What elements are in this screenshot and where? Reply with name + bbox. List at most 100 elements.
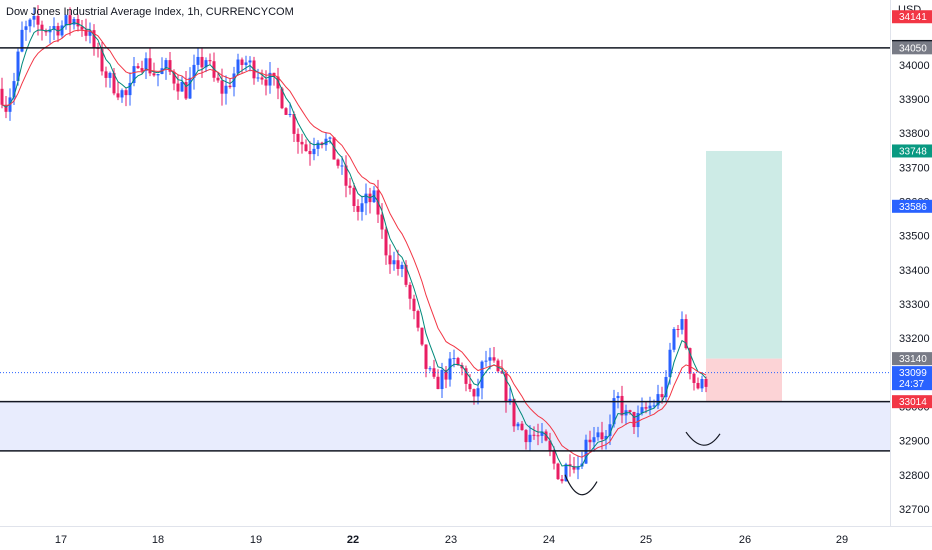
candle-body [468, 383, 472, 390]
chart-title: Dow Jones Industrial Average Index, 1h, … [6, 6, 294, 18]
candle-body [236, 59, 240, 74]
candle-body [36, 16, 40, 25]
candle-body [20, 29, 24, 52]
candle-body [144, 58, 148, 71]
candle-body [412, 298, 416, 312]
candle-body [420, 327, 424, 345]
y-tick-label: 32700 [899, 504, 930, 516]
x-tick-label: 17 [55, 534, 67, 546]
candle-body [552, 450, 556, 464]
candle-body [680, 319, 684, 330]
candle-body [308, 151, 312, 155]
support-zone [0, 401, 890, 451]
candle-body [528, 434, 532, 443]
candle-body [260, 77, 264, 80]
candle-body [520, 423, 524, 431]
x-tick-label: 22 [347, 534, 359, 546]
candle-body [208, 60, 212, 62]
candle-body [436, 376, 440, 390]
candle-body [392, 260, 396, 265]
candle-body [156, 73, 160, 76]
price-badge-label: 33748 [899, 146, 927, 157]
candle-body [600, 432, 604, 440]
candle-body [512, 398, 516, 427]
price-badge [892, 366, 932, 391]
candle-body [300, 141, 304, 145]
candle-body [140, 68, 144, 71]
candle-body [416, 311, 420, 328]
candle-body [108, 72, 112, 78]
candle-body [588, 439, 592, 443]
candle-body [116, 93, 120, 98]
candle-body [572, 466, 576, 470]
candle-body [304, 144, 308, 152]
price-badge [892, 395, 932, 409]
candle-body [672, 329, 676, 350]
y-tick-label: 33200 [899, 333, 930, 345]
candle-body [660, 394, 664, 398]
candle-body [524, 430, 528, 443]
candle-body [560, 479, 564, 482]
candle-body [384, 229, 388, 256]
candle-body [684, 319, 688, 349]
candle-body [340, 165, 344, 167]
price-badge-label: 33099 [899, 368, 927, 379]
candle-body [596, 432, 600, 438]
x-tick-label: 26 [739, 534, 751, 546]
candle-body [688, 348, 692, 374]
candle-body [564, 464, 568, 482]
candle-body [136, 66, 140, 69]
y-tick-label: 32900 [899, 436, 930, 448]
candle-body [504, 373, 508, 402]
price-badge [892, 10, 932, 24]
y-tick-label: 32800 [899, 470, 930, 482]
price-badge-label: 34141 [899, 12, 927, 23]
candle-body [120, 90, 124, 98]
x-tick-label: 25 [640, 534, 652, 546]
candle-body [652, 405, 656, 407]
candle-body [548, 440, 552, 451]
candle-body [92, 30, 96, 48]
price-badge-label: 33140 [899, 354, 927, 365]
stop-zone [706, 358, 782, 402]
candle-body [668, 349, 672, 377]
candle-body [64, 15, 68, 26]
candle-body [640, 407, 644, 414]
candle-body [352, 187, 356, 207]
candle-body [452, 358, 456, 360]
candle-body [540, 431, 544, 436]
candle-body [692, 373, 696, 383]
candle-body [396, 260, 400, 269]
candle-body [336, 159, 340, 166]
candle-body [696, 382, 700, 389]
candle-body [648, 405, 652, 409]
candle-body [592, 437, 596, 443]
candle-body [12, 81, 16, 98]
candle-body [704, 378, 708, 387]
candle-body [364, 193, 368, 204]
candle-body [228, 85, 232, 88]
candle-body [628, 410, 632, 413]
candle-body [256, 77, 260, 79]
price-badge [892, 144, 932, 158]
bottom-arc [564, 474, 598, 496]
candle-body [428, 368, 432, 370]
candle-body [676, 329, 680, 331]
x-tick-label: 24 [543, 534, 555, 546]
candle-body [152, 73, 156, 76]
candle-body [356, 206, 360, 212]
price-badge-label: 33014 [899, 397, 927, 408]
candle-body [168, 60, 172, 72]
candle-body [180, 82, 184, 92]
candle-body [196, 56, 200, 65]
candle-body [576, 466, 580, 470]
candle-body [448, 358, 452, 380]
candle-body [476, 388, 480, 397]
candle-body [292, 113, 296, 134]
candle-body [360, 203, 364, 212]
candle-body [288, 113, 292, 115]
candle-body [80, 26, 84, 30]
candle-body [32, 16, 36, 20]
candle-body [664, 376, 668, 398]
